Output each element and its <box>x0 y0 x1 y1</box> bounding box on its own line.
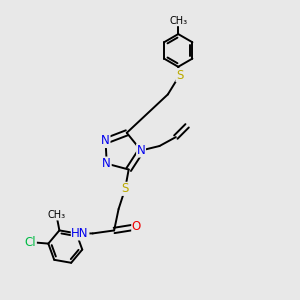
Text: S: S <box>176 69 183 82</box>
Text: CH₃: CH₃ <box>47 210 65 220</box>
Text: CH₃: CH₃ <box>169 16 187 26</box>
Text: N: N <box>137 144 146 157</box>
Text: Cl: Cl <box>25 236 36 249</box>
Text: N: N <box>102 157 111 170</box>
Text: S: S <box>122 182 129 195</box>
Text: HN: HN <box>71 227 89 240</box>
Text: O: O <box>132 220 141 233</box>
Text: N: N <box>101 134 110 148</box>
